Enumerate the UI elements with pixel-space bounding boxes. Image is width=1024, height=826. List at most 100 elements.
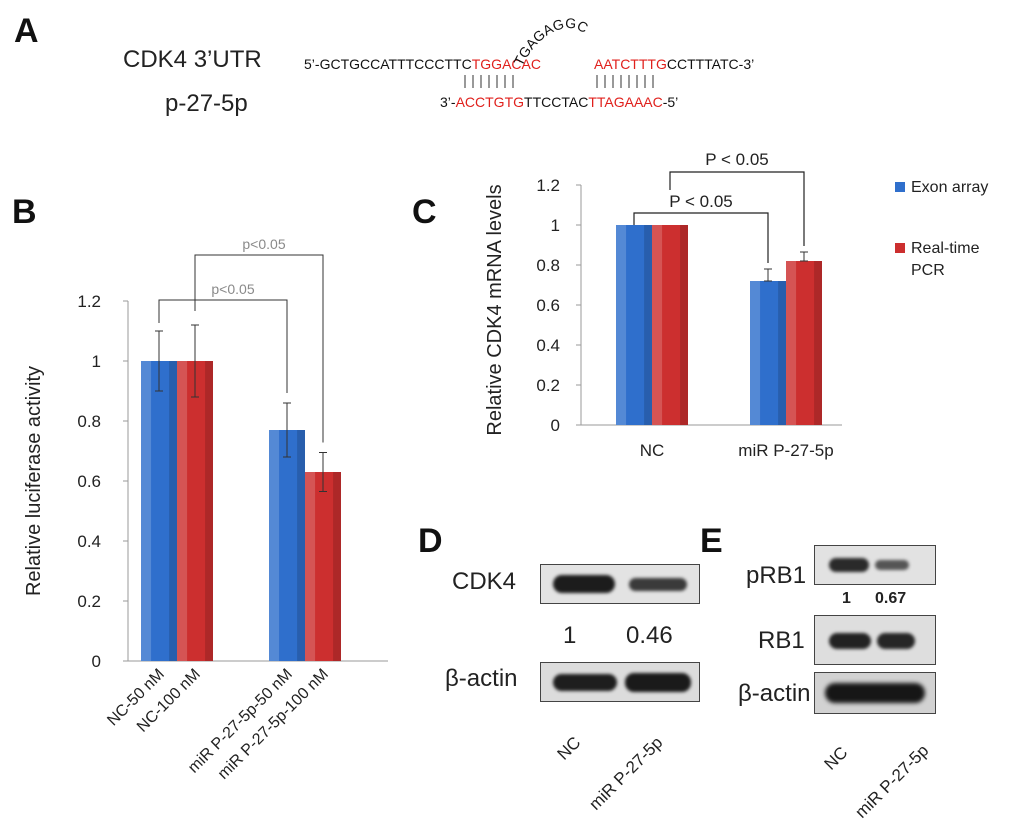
mir-seed-1: ACCTGTG	[456, 94, 524, 110]
b-bar-fill	[269, 430, 305, 661]
c-bar-exon	[616, 225, 652, 425]
blot-e-rb1	[814, 615, 936, 665]
c-y-axis-label: Relative CDK4 mRNA levels	[484, 184, 506, 435]
utr-seed-1: TGGACAC	[472, 56, 541, 72]
b-bar-fill	[141, 361, 177, 661]
b-bracket-1	[158, 299, 288, 393]
c-bar-exon-fill	[616, 225, 652, 425]
utr-label: CDK4 3’UTR	[123, 46, 262, 73]
mirna-label: p-27-5p	[165, 90, 248, 117]
b-annotation-2: p<0.05	[242, 236, 285, 252]
b-bar-shade	[297, 430, 305, 661]
blot-d-actin-label: β-actin	[445, 665, 518, 692]
b-bar-shade	[169, 361, 177, 661]
b-bar	[269, 430, 305, 661]
c-bar-exon-fill	[750, 281, 786, 425]
b-y-axis-label: Relative luciferase activity	[23, 366, 45, 596]
b-bracket-2	[194, 254, 324, 443]
blot-d-value-mir: 0.46	[626, 622, 673, 649]
panel-letter-c: C	[412, 193, 437, 231]
c-bar-pcr-shade	[814, 261, 822, 425]
blot-e-prb1-label: pRB1	[746, 562, 807, 589]
c-x-tick-label: miR P-27-5p	[738, 441, 833, 460]
blot-e-rb1-label: RB1	[758, 627, 805, 654]
c-bar-pcr	[652, 225, 688, 425]
b-bar	[305, 472, 341, 661]
c-bar-pcr-fill	[786, 261, 822, 425]
c-y-tick-label: 1	[551, 216, 560, 235]
utr-sequence-right: AATCTTTGCCTTTATC-3’	[594, 56, 754, 72]
blot-d-cdk4-label: CDK4	[452, 568, 517, 595]
blot-d-lane-mir: miR P-27-5p	[585, 732, 667, 814]
blot-d-actin	[540, 662, 700, 702]
utr-loop: TGAGAGGC	[510, 15, 590, 68]
c-bar-pcr-shine	[652, 225, 663, 425]
chart-c: 0 0.2 0.4 0.6 0.8 1 1.2 Relative CDK4 mRNA leve…	[484, 150, 988, 460]
utr-seed-2: AATCTTTG	[594, 56, 667, 72]
b-y-tick-label: 0	[92, 652, 101, 671]
b-bar-shade	[205, 361, 213, 661]
b-y-tick-label: 0.6	[77, 472, 101, 491]
c-legend-label-pcr-line1: Real-time	[911, 240, 980, 257]
b-y-tick-label: 1	[92, 352, 101, 371]
b-bar-fill	[305, 472, 341, 661]
utr-sequence: 5’-GCTGCCATTTCCCTTCTGGACAC	[304, 56, 541, 72]
blot-e-actin-label: β-actin	[738, 680, 811, 707]
c-y-tick-label: 0	[551, 416, 560, 435]
c-y-tick-label: 0.2	[536, 376, 560, 395]
b-y-tick-label: 0.2	[77, 592, 101, 611]
blot-e-prb1	[814, 545, 936, 585]
blot-e-lane-nc: NC	[820, 742, 852, 774]
c-legend-swatch-pcr	[895, 243, 905, 253]
c-bar-pcr-shine	[786, 261, 797, 425]
b-bar-shine	[177, 361, 188, 661]
blot-e-value-nc: 1	[842, 590, 851, 607]
c-bar-exon	[750, 281, 786, 425]
c-bar-pcr-shade	[680, 225, 688, 425]
chart-b: 0 0.2 0.4 0.6 0.8 1 1.2 Relative luciferase act…	[23, 236, 388, 783]
c-legend: Exon array Real-time PCR	[895, 179, 988, 279]
b-annotation-1: p<0.05	[211, 281, 254, 297]
c-bar-exon-shine	[750, 281, 761, 425]
b-y-tick-label: 1.2	[77, 292, 101, 311]
c-annotation-1: P < 0.05	[669, 192, 733, 211]
b-bar-shine	[269, 430, 280, 661]
c-legend-label-exon: Exon array	[911, 179, 988, 196]
sequence-alignment: 5’-GCTGCCATTTCCCTTCTGGACAC TGAGAGGC AATC…	[304, 15, 754, 110]
blot-e-actin	[814, 672, 936, 714]
blot-e-value-mir: 0.67	[875, 590, 907, 607]
b-bar-fill	[177, 361, 213, 661]
c-bracket-2	[669, 171, 805, 246]
panel-letter-d: D	[418, 522, 443, 560]
c-y-tick-label: 1.2	[536, 176, 560, 195]
blot-d-value-nc: 1	[563, 622, 577, 649]
c-bar-exon-shade	[644, 225, 652, 425]
c-legend-label-pcr-line2: PCR	[911, 262, 945, 279]
c-x-tick-label: NC	[640, 441, 665, 460]
c-bracket-1	[633, 212, 769, 263]
mirna-sequence: 3’-ACCTGTGTTCCTACTTAGAAAC-5’	[440, 94, 678, 110]
mir-seed-2: TTAGAAAC	[588, 94, 662, 110]
panel-letter-b: B	[12, 193, 37, 231]
c-annotation-2: P < 0.05	[705, 150, 769, 169]
b-bar-shade	[333, 472, 341, 661]
c-legend-swatch-exon	[895, 182, 905, 192]
c-bar-pcr-fill	[652, 225, 688, 425]
blot-e-lane-mir: miR P-27-5p	[851, 740, 933, 822]
b-y-tick-label: 0.4	[77, 532, 101, 551]
b-y-tick-label: 0.8	[77, 412, 101, 431]
blot-d-lane-nc: NC	[553, 732, 585, 764]
c-y-tick-label: 0.8	[536, 256, 560, 275]
panel-letter-a: A	[14, 12, 39, 50]
c-y-tick-label: 0.4	[536, 336, 560, 355]
b-bar-shine	[305, 472, 316, 661]
panel-letter-e: E	[700, 522, 723, 560]
blot-d-cdk4	[540, 564, 700, 604]
c-y-tick-label: 0.6	[536, 296, 560, 315]
b-bar	[141, 361, 177, 661]
c-bar-exon-shade	[778, 281, 786, 425]
b-bar	[177, 361, 213, 661]
b-bar-shine	[141, 361, 152, 661]
c-bar-pcr	[786, 261, 822, 425]
pairing-bars	[464, 75, 654, 88]
